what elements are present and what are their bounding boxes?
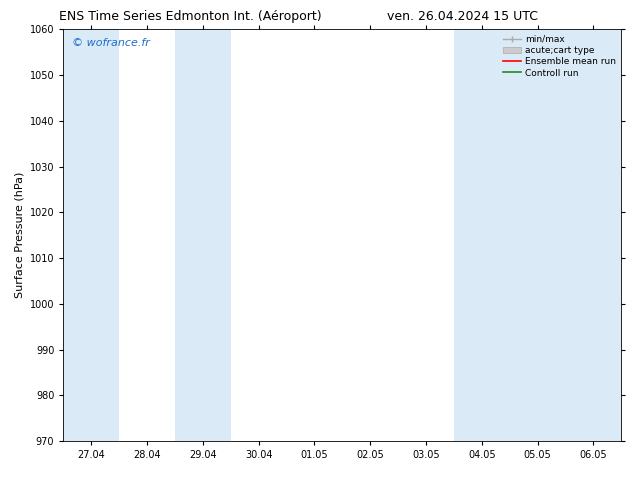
Text: © wofrance.fr: © wofrance.fr [72, 38, 150, 48]
Text: ENS Time Series Edmonton Int. (Aéroport): ENS Time Series Edmonton Int. (Aéroport) [59, 10, 321, 23]
Y-axis label: Surface Pressure (hPa): Surface Pressure (hPa) [14, 172, 24, 298]
Bar [510, 29, 566, 441]
Bar [566, 29, 621, 441]
Bar [454, 29, 510, 441]
Legend: min/max, acute;cart type, Ensemble mean run, Controll run: min/max, acute;cart type, Ensemble mean … [500, 31, 619, 81]
Bar [175, 29, 231, 441]
Bar [63, 29, 119, 441]
Text: ven. 26.04.2024 15 UTC: ven. 26.04.2024 15 UTC [387, 10, 538, 23]
